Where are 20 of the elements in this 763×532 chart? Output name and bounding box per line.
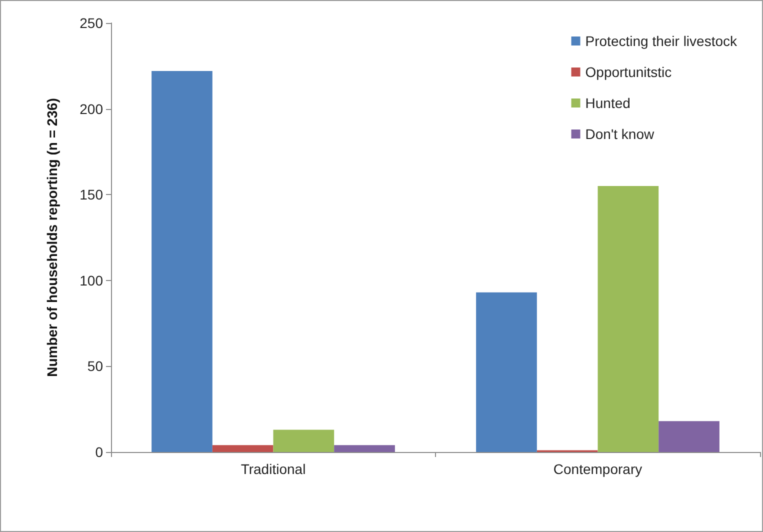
y-tick-label: 100 (80, 272, 104, 288)
y-axis-title: Number of households reporting (n = 236) (44, 98, 60, 377)
x-tick-label: Contemporary (553, 461, 642, 477)
bar (212, 445, 274, 452)
bar (152, 71, 212, 452)
y-tick-label: 50 (87, 358, 104, 374)
legend-label: Hunted (585, 95, 630, 111)
y-tick-label: 150 (80, 186, 104, 203)
legend-label: Protecting their livestock (585, 33, 738, 49)
legend-label: Don't know (585, 126, 655, 142)
y-tick-label: 250 (80, 15, 104, 31)
y-tick-label: 200 (80, 100, 104, 117)
legend-label: Opportunitstic (585, 64, 672, 80)
bar (476, 292, 537, 452)
y-tick-label: 0 (95, 444, 104, 460)
bar (334, 445, 395, 452)
bar (273, 430, 334, 452)
bar (658, 421, 720, 452)
x-tick-label: Traditional (240, 461, 306, 477)
bar (598, 186, 659, 452)
